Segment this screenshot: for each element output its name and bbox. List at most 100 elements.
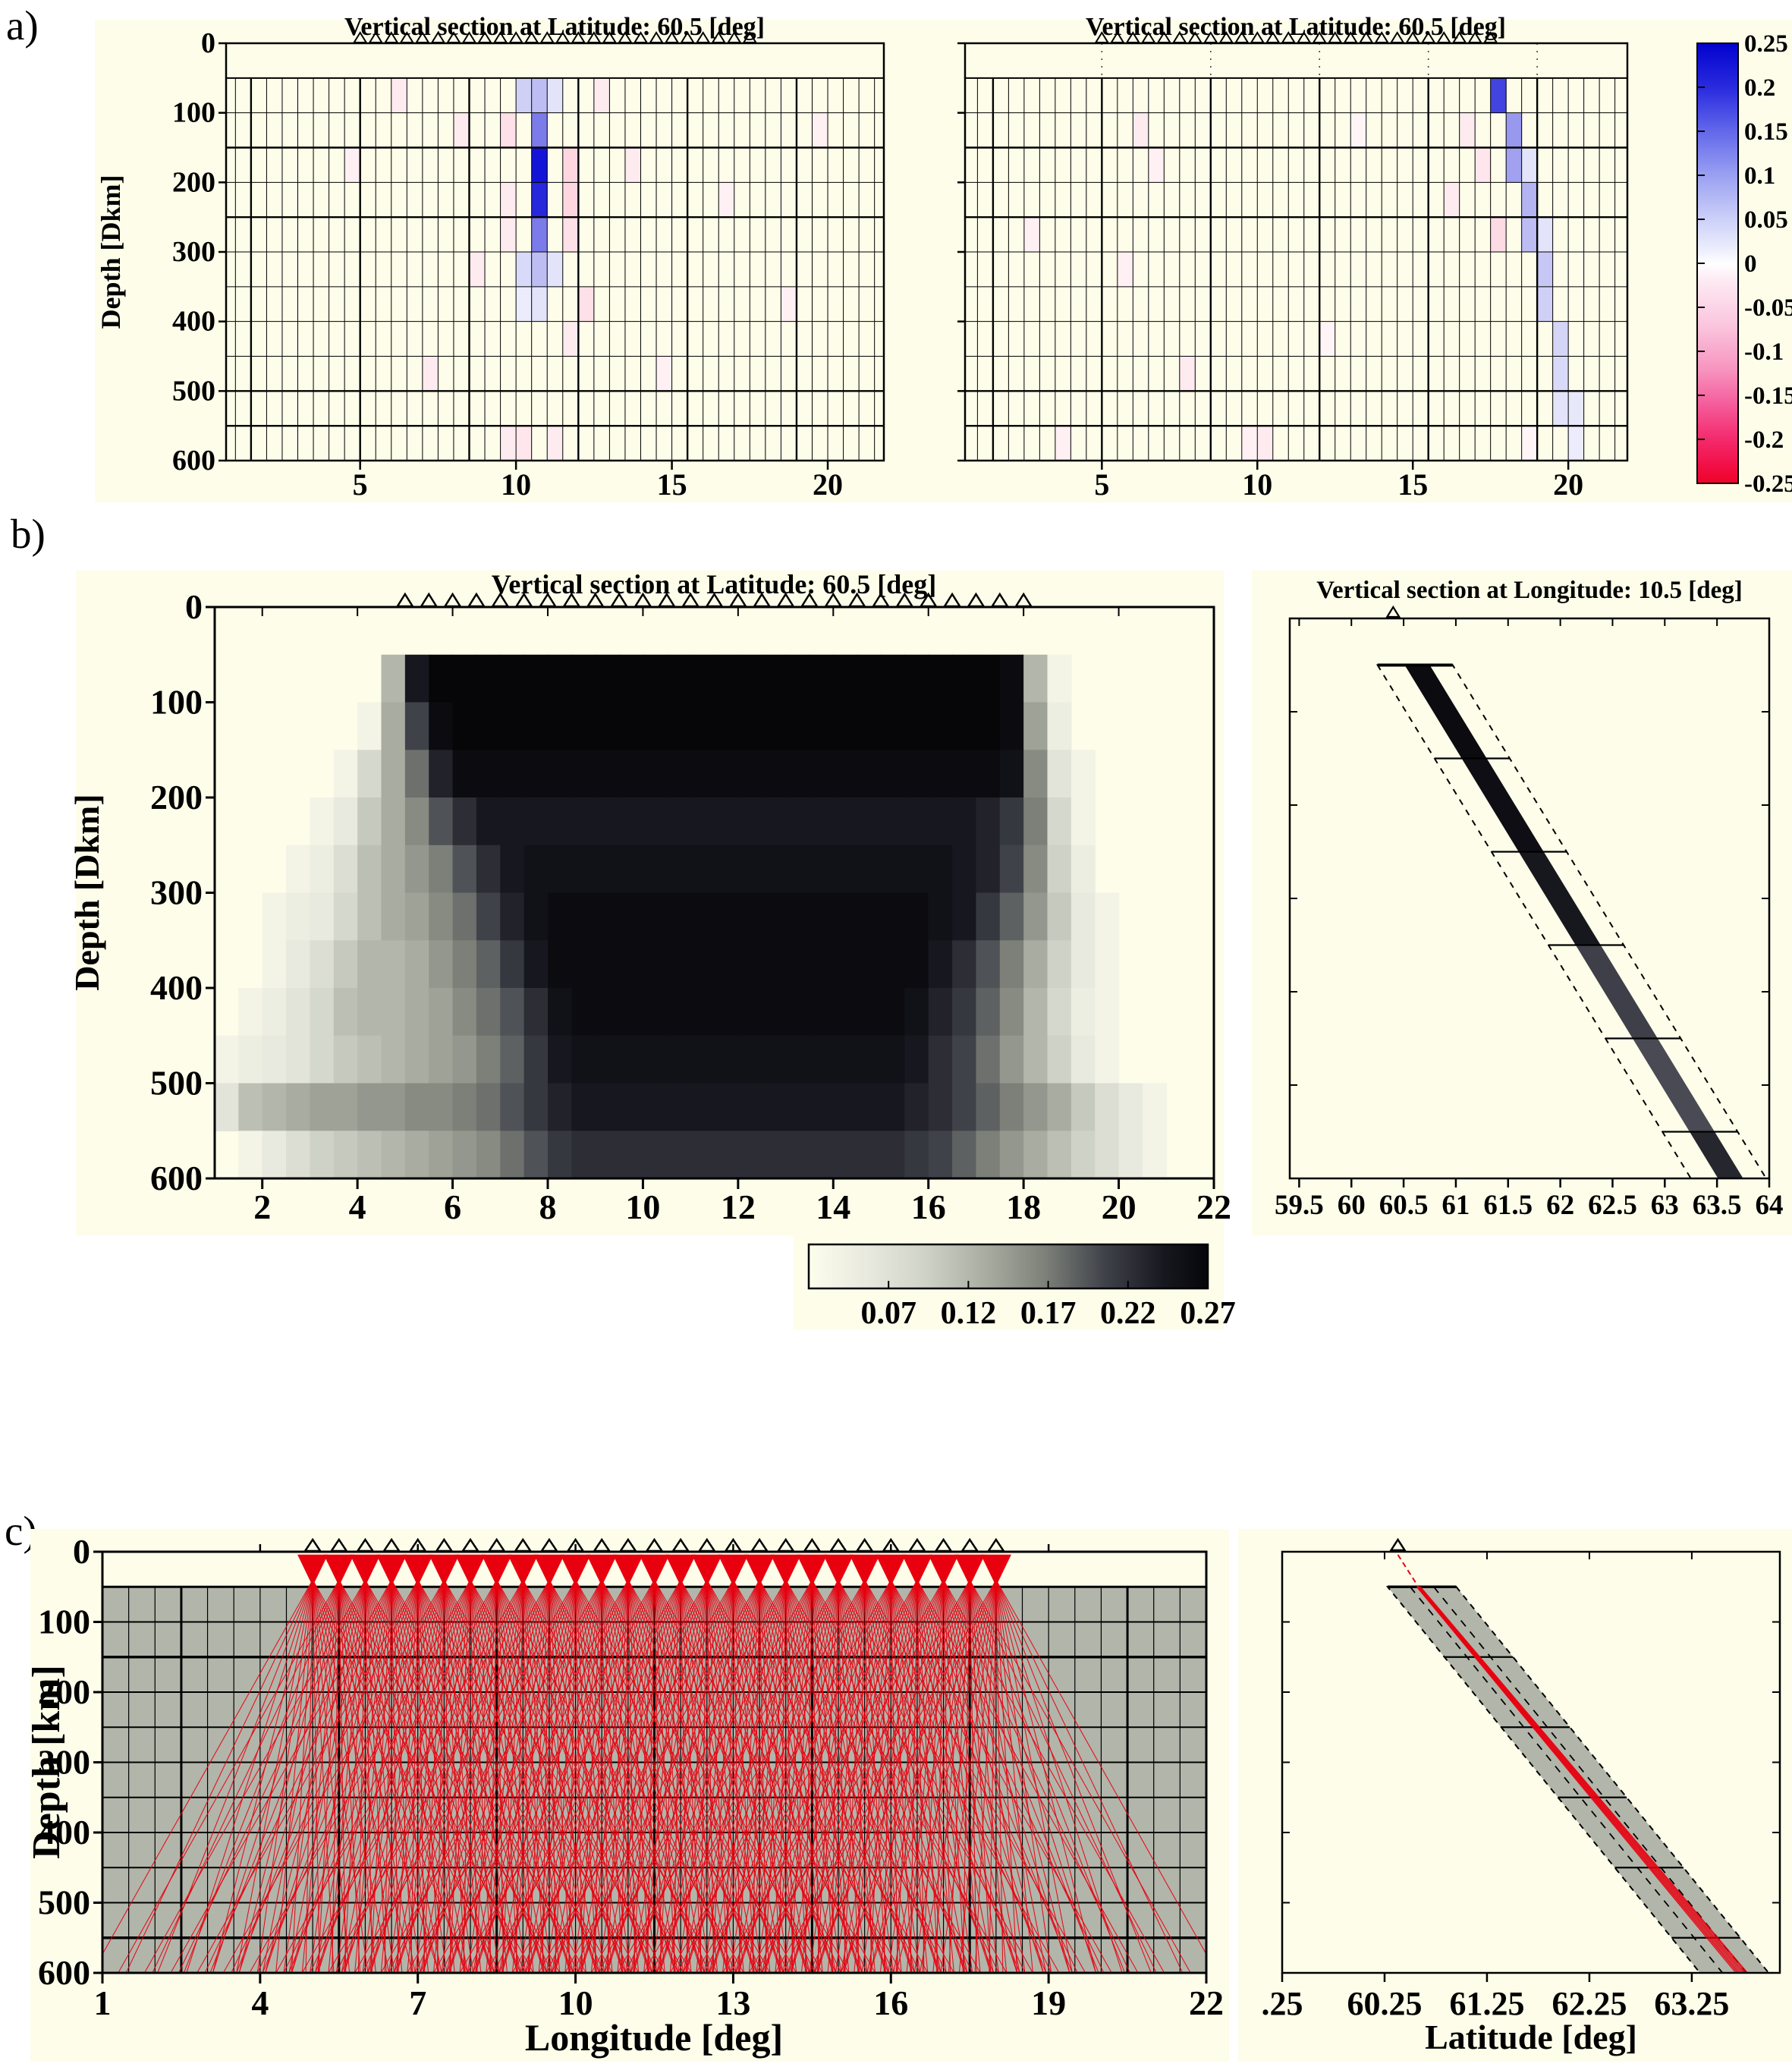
heat-cell	[857, 702, 882, 750]
heat-cell	[286, 845, 311, 894]
ray-line	[680, 1579, 688, 1973]
ray-layer	[102, 1554, 1206, 1973]
ray-line	[118, 1579, 340, 1973]
heat-cell	[904, 797, 929, 846]
ray-line	[627, 1579, 650, 1973]
heat-cell	[429, 797, 454, 846]
ray-line	[732, 1579, 740, 1973]
ray-line	[522, 1579, 530, 1973]
heat-cell	[500, 988, 525, 1037]
heat-cell	[762, 988, 787, 1037]
ray-line	[735, 1579, 813, 1973]
heat-cell	[690, 654, 715, 703]
heat-cell	[976, 1083, 1001, 1131]
heat-cell	[1117, 252, 1133, 288]
ray-line	[446, 1579, 523, 1973]
colorbar-tick-label: 0.17	[1020, 1296, 1077, 1331]
heat-cell	[666, 797, 691, 846]
heat-cell	[548, 892, 573, 941]
x-tick-label: 61.5	[1483, 1190, 1533, 1221]
heat-cell	[310, 1131, 335, 1179]
heat-cell	[857, 654, 882, 703]
ray-line	[601, 1579, 640, 1973]
ray-line	[599, 1579, 655, 1973]
heat-cell	[976, 654, 1001, 703]
ray-cone	[350, 1554, 381, 1587]
heat-cell	[666, 988, 691, 1037]
ray-cone	[376, 1554, 407, 1587]
x-tick-label: 63.5	[1693, 1190, 1742, 1221]
heat-cell	[714, 1083, 739, 1131]
heat-cell	[571, 1083, 596, 1131]
heat-cell	[547, 252, 564, 288]
ray-line	[761, 1579, 839, 1973]
colorbar-tick-label: -0.25	[1744, 470, 1792, 498]
heat-cell	[643, 1131, 668, 1179]
x-tick-label: 61	[1441, 1190, 1470, 1221]
x-tick-label: 62	[1546, 1190, 1574, 1221]
ray-line	[969, 1579, 977, 1973]
ray-line	[775, 1579, 997, 1973]
heat-cell	[595, 1035, 620, 1084]
heat-cell	[952, 892, 977, 941]
heat-cell	[357, 892, 382, 941]
heat-cell	[619, 845, 644, 894]
colorbar-a-layer: 0.25 0.2 0.15 0.1 0.05 0 -0.05 -0.1 -0.15 -0.2 -0.…	[1696, 30, 1792, 498]
heat-cell	[1552, 321, 1569, 357]
x-tick-label: 10	[1242, 467, 1272, 502]
heat-cell	[531, 217, 548, 253]
ray-line	[332, 1579, 340, 1973]
heat-cell	[1459, 112, 1476, 148]
ray-line	[722, 1579, 945, 1973]
ray-cone	[297, 1554, 329, 1587]
heat-cell	[619, 654, 644, 703]
heat-cell	[531, 112, 548, 148]
heat-cell	[718, 182, 735, 218]
heat-cell	[593, 77, 610, 114]
ray-cone	[481, 1554, 512, 1587]
heat-cell	[690, 988, 715, 1037]
heat-cell	[215, 1035, 240, 1084]
ray-line	[683, 1579, 760, 1973]
heat-cell	[1070, 988, 1096, 1037]
heat-cell	[737, 750, 762, 798]
y-tick-label: 100	[172, 97, 215, 129]
heat-cell	[404, 845, 429, 894]
heat-cell	[500, 1083, 525, 1131]
x-tick-label: 60.25	[1347, 1985, 1422, 2022]
heat-cell	[737, 702, 762, 750]
heat-cell	[571, 940, 596, 989]
heat-cell	[833, 750, 858, 798]
heat-cell	[881, 1083, 906, 1131]
heat-cell	[310, 892, 335, 941]
ray-cone	[402, 1554, 433, 1587]
colorbar-tick-label: -0.05	[1744, 294, 1792, 322]
ray-line	[840, 1579, 997, 1973]
heat-cell	[785, 654, 810, 703]
heat-cell	[333, 940, 358, 989]
ray-to-station	[1397, 1554, 1419, 1587]
heat-cell	[381, 1083, 406, 1131]
axes-box	[213, 606, 1215, 1180]
heat-cell	[357, 1083, 382, 1131]
heat-cell	[469, 252, 486, 288]
heat-cell	[476, 750, 501, 798]
heat-cell	[429, 1083, 454, 1131]
heat-cell	[262, 1035, 287, 1084]
heat-cell	[1047, 702, 1072, 750]
heat-cell	[523, 940, 549, 989]
ray-line	[212, 1579, 313, 1973]
heat-cell	[404, 892, 429, 941]
ray-line	[633, 1579, 734, 1973]
ray-line	[730, 1579, 787, 1973]
ray-line	[788, 1579, 866, 1973]
heat-cell	[928, 702, 953, 750]
ray-line	[545, 1579, 734, 1973]
heat-cell	[286, 1035, 311, 1084]
ray-line	[364, 1579, 403, 1973]
heat-cell	[666, 892, 691, 941]
heat-cell	[476, 845, 501, 894]
heat-cell	[452, 845, 477, 894]
ray-line	[601, 1579, 624, 1973]
ray-line	[301, 1579, 523, 1973]
